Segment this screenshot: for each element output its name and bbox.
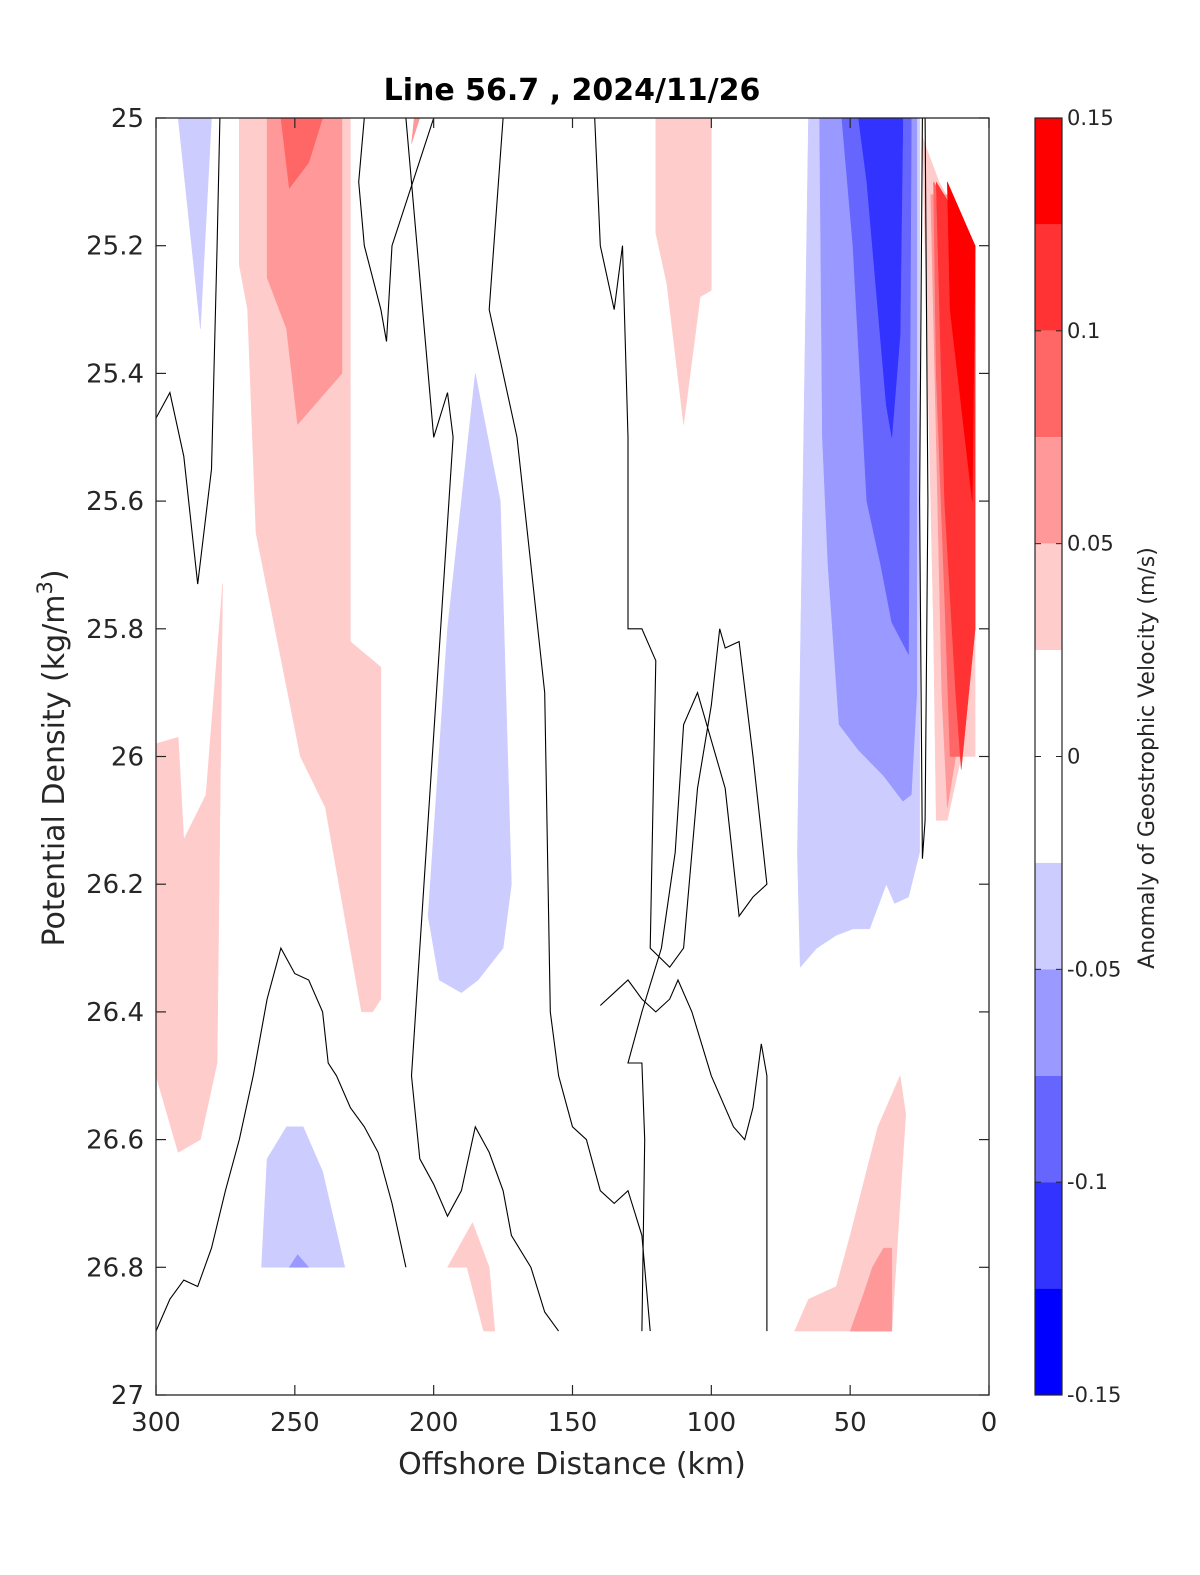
colorbar-tick-label: 0 [1067,745,1080,769]
filled-contour-regions [156,118,976,1332]
colorbar-segment-7 [1035,969,1062,1076]
y-tick-label: 25.8 [86,615,144,645]
y-tick-label: 26.4 [86,998,144,1028]
colorbar-tick-label: 0.15 [1067,106,1114,130]
colorbar-tick-label: -0.1 [1067,1170,1108,1194]
y-axis-label-close: ) [37,569,72,581]
colorbar-segment-6 [1035,862,1062,970]
zero-contour-3 [405,118,560,1332]
chart-title: Line 56.7 , 2024/11/26 [384,73,761,108]
y-axis: 25 25.2 25.4 25.6 25.8 26 26.2 26.4 26.6 26.8 27 [86,104,989,1411]
zero-contour-lines [156,118,929,1332]
colorbar-segment-0 [1035,118,1062,225]
y-tick-label: 26 [111,743,144,773]
colorbar-tick-label: -0.15 [1067,1383,1121,1407]
colorbar-segment-4 [1035,543,1062,651]
y-axis-label-main: Potential Density (kg/m [37,595,72,947]
y-tick-label: 25.6 [86,487,144,517]
plot-area: 300 250 200 150 100 50 0 2525.225.425.625.8262… [86,104,997,1438]
colorbar-segment-8 [1035,1075,1062,1183]
colorbar-segment-2 [1035,330,1062,438]
colorbar-segment-1 [1035,224,1062,331]
contour-region-4 [156,584,223,1153]
zero-contour-7 [919,118,929,859]
y-tick-label: 27 [111,1381,144,1411]
zero-contour-1 [156,946,407,1332]
contour-region-15 [858,118,904,438]
x-tick-label: 250 [270,1408,320,1438]
y-tick-label: 26.2 [86,870,144,900]
zero-contour-6 [599,978,768,1332]
contour-region-9 [427,373,512,993]
x-tick-label: 0 [981,1408,998,1438]
contour-region-1 [239,118,382,1013]
y-axis-label: Potential Density (kg/m3) [33,569,72,946]
y-tick-label: 26.6 [86,1126,144,1156]
contour-region-0 [177,118,212,329]
contour-region-5 [655,118,712,425]
colorbar-tick-label: -0.05 [1067,957,1121,981]
x-tick-label: 100 [687,1408,737,1438]
colorbar-segment-3 [1035,437,1062,544]
contour-region-3 [280,118,323,189]
x-tick-label: 200 [409,1408,459,1438]
contour-region-21 [411,118,421,144]
x-axis-label: Offshore Distance (km) [398,1447,746,1482]
zero-contour-5 [594,118,768,1332]
x-tick-label: 150 [548,1408,598,1438]
y-axis-label-superscript: 3 [33,581,57,594]
y-tick-label: 25.2 [86,232,144,262]
contour-region-8 [849,1247,893,1332]
y-tick-label: 26.8 [86,1253,144,1283]
colorbar-tick-label: 0.05 [1067,532,1114,556]
colorbar: 0.15 0.1 0.05 0 -0.05 -0.1 -0.15 [1034,106,1121,1407]
colorbar-segment-9 [1035,1182,1062,1289]
contour-region-10 [261,1126,346,1268]
zero-contour-2 [358,118,435,342]
contour-region-20 [947,181,976,502]
zero-contour-4 [488,118,651,1332]
x-tick-label: 50 [834,1408,867,1438]
contour-region-11 [288,1254,310,1268]
x-axis: 300 250 200 150 100 50 0 [131,118,997,1438]
colorbar-tick-label: 0.1 [1067,319,1100,343]
contour-region-2 [266,118,343,426]
x-tick-label: 300 [131,1408,181,1438]
colorbar-label: Anomaly of Geostrophic Velocity (m/s) [1135,547,1160,969]
colorbar-segment-10 [1035,1288,1062,1395]
y-tick-label: 25 [111,104,144,134]
zero-contour-0 [156,118,221,585]
y-tick-label: 25.4 [86,359,144,389]
contour-region-6 [447,1222,496,1332]
